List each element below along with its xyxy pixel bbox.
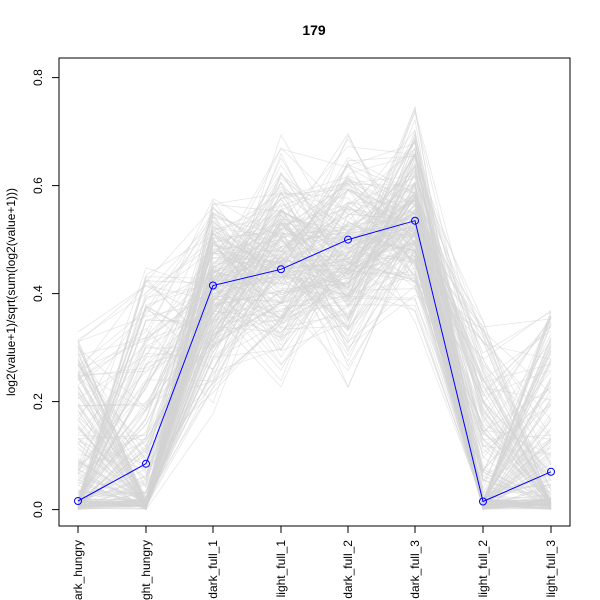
x-axis: dark_hungry light_hungry dark_full_1 light_… — [71, 525, 558, 600]
background-profile-line — [77, 208, 552, 508]
background-profile-line — [77, 192, 552, 505]
y-tick-label: 0.6 — [31, 177, 45, 194]
series-point — [142, 459, 150, 468]
background-profile-line — [77, 222, 552, 506]
background-profile-line — [77, 267, 552, 510]
y-tick-label: 0.4 — [31, 285, 45, 302]
background-profile-line — [77, 146, 552, 509]
x-tick-label: light_full_2 — [476, 540, 490, 598]
background-profile-line — [77, 161, 552, 508]
y-axis-label: log2(value+1)/sqrt(sum(log2(value+1))) — [4, 188, 18, 396]
y-axis: 0.0 0.2 0.4 0.6 0.8 — [31, 69, 60, 518]
background-profile-lines — [77, 105, 552, 511]
series-point — [344, 235, 352, 244]
series-point — [209, 281, 217, 290]
x-tick-label: dark_full_2 — [341, 540, 355, 599]
x-tick-label: light_full_1 — [274, 540, 288, 598]
background-profile-line — [77, 190, 552, 477]
y-tick-label: 0.2 — [31, 393, 45, 410]
background-profile-line — [77, 231, 552, 500]
background-profile-line — [77, 213, 552, 506]
series-point — [547, 467, 555, 476]
background-profile-line — [77, 151, 552, 508]
background-profile-line — [77, 155, 552, 510]
background-profile-line — [77, 176, 552, 503]
x-tick-label: dark_hungry — [71, 540, 85, 600]
highlighted-series — [74, 216, 555, 506]
background-profile-line — [77, 198, 552, 509]
x-tick-label: light_full_3 — [544, 540, 558, 598]
x-tick-label: light_hungry — [139, 540, 153, 600]
series-point — [277, 265, 285, 274]
series-point — [411, 216, 419, 225]
x-tick-label: dark_full_3 — [408, 540, 422, 599]
series-line — [77, 220, 552, 503]
background-profile-line — [77, 218, 552, 505]
background-profile-line — [77, 108, 552, 506]
x-tick-label: dark_full_1 — [206, 540, 220, 599]
series-point — [74, 497, 82, 505]
background-profile-line — [77, 180, 552, 501]
chart-title: 179 — [302, 22, 326, 38]
background-profile-line — [77, 188, 552, 407]
series-point — [479, 497, 487, 506]
y-tick-label: 0.8 — [31, 69, 45, 86]
y-tick-label: 0.0 — [31, 501, 45, 518]
